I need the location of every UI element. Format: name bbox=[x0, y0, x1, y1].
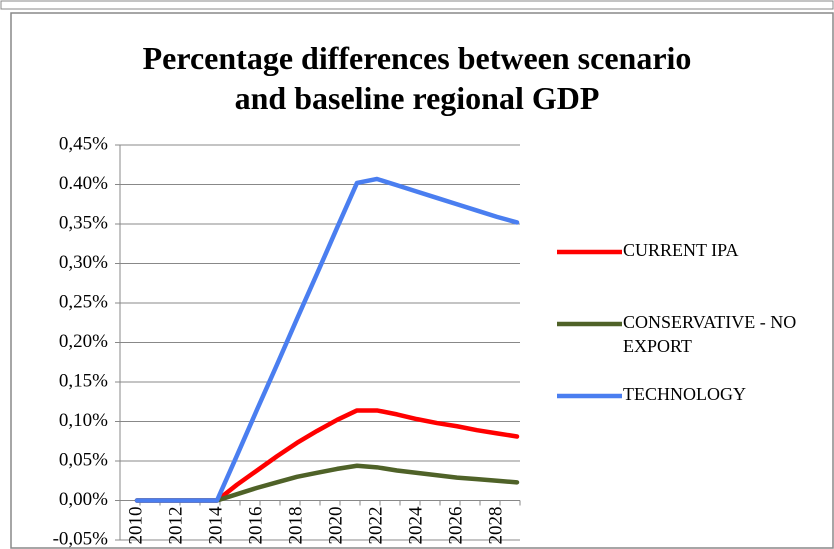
x-tick-label: 2028 bbox=[485, 507, 506, 545]
y-tick-label: 0,25% bbox=[59, 291, 108, 312]
legend-label: TECHNOLOGY bbox=[623, 384, 746, 404]
x-tick-label: 2024 bbox=[405, 506, 426, 545]
y-tick-label: 0,30% bbox=[59, 252, 108, 273]
x-tick-label: 2026 bbox=[445, 507, 466, 545]
y-tick-label: 0,20% bbox=[59, 331, 108, 352]
series-line bbox=[134, 176, 520, 503]
y-tick-label: 0.40% bbox=[59, 173, 108, 194]
legend-label: CURRENT IPA bbox=[623, 240, 739, 260]
x-tick-label: 2018 bbox=[285, 507, 306, 545]
y-tick-label: 0,05% bbox=[59, 449, 108, 470]
x-tick-label: 2014 bbox=[205, 506, 226, 545]
y-tick-label: 0,00% bbox=[59, 489, 108, 510]
y-tick-label: 0,10% bbox=[59, 410, 108, 431]
x-tick-label: 2010 bbox=[125, 507, 146, 545]
legend-label: CONSERVATIVE - NO EXPORT bbox=[623, 312, 796, 356]
x-tick-label: 2012 bbox=[165, 507, 186, 545]
y-tick-label: -0,05% bbox=[53, 528, 109, 549]
chart-border bbox=[10, 12, 834, 549]
y-tick-label: 0,15% bbox=[59, 370, 108, 391]
x-tick-label: 2020 bbox=[325, 507, 346, 545]
x-tick-label: 2016 bbox=[245, 507, 266, 545]
chart-title: Percentage differences between scenario a… bbox=[143, 40, 692, 116]
y-tick-label: 0,45% bbox=[59, 133, 108, 154]
y-tick-label: 0,35% bbox=[59, 212, 108, 233]
top-frame bbox=[0, 0, 834, 10]
x-tick-label: 2022 bbox=[365, 507, 386, 545]
